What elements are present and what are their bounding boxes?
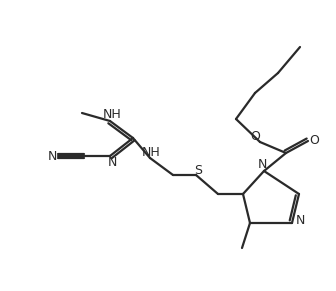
Text: S: S xyxy=(194,164,202,178)
Text: O: O xyxy=(250,130,260,143)
Text: NH: NH xyxy=(142,146,160,159)
Text: N: N xyxy=(47,150,57,162)
Text: NH: NH xyxy=(102,107,121,120)
Text: O: O xyxy=(309,134,319,146)
Text: N: N xyxy=(295,214,305,228)
Text: N: N xyxy=(107,157,117,169)
Text: N: N xyxy=(257,159,267,171)
